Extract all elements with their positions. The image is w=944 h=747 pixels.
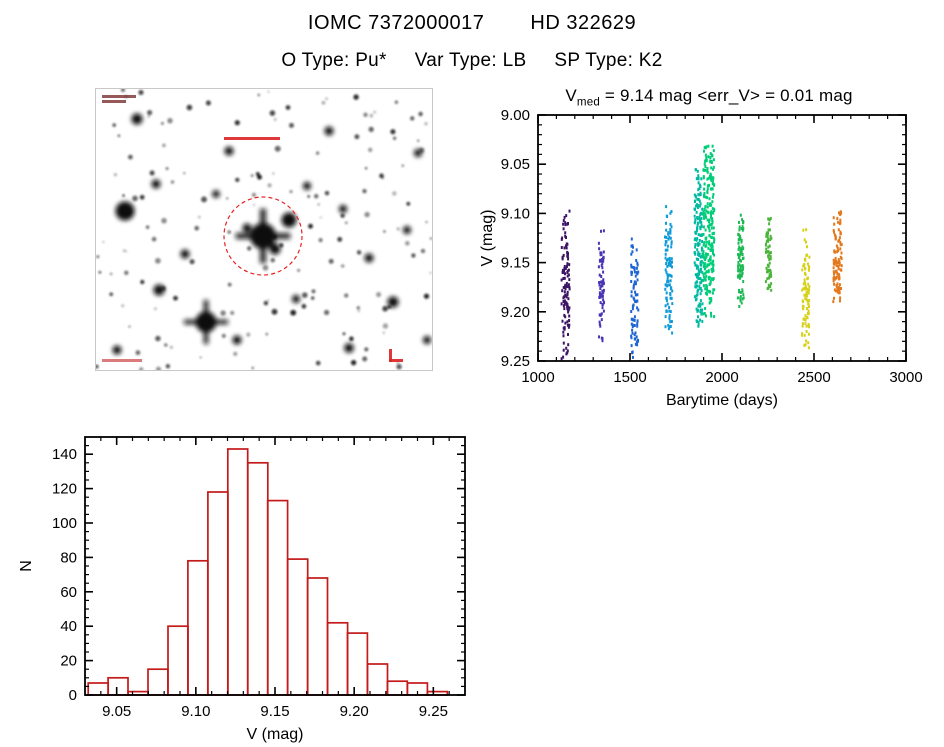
svg-text:9.25: 9.25 bbox=[501, 353, 530, 370]
svg-text:9.20: 9.20 bbox=[340, 703, 369, 720]
svg-text:20: 20 bbox=[60, 653, 77, 670]
svg-text:1500: 1500 bbox=[613, 369, 646, 386]
svg-text:60: 60 bbox=[60, 584, 77, 601]
lightcurve-title-sub: med bbox=[576, 96, 600, 109]
subtitle-otype: O Type: Pu* bbox=[281, 50, 387, 71]
svg-text:9.20: 9.20 bbox=[501, 304, 530, 321]
svg-text:0: 0 bbox=[69, 687, 77, 704]
lightcurve-title: Vmed = 9.14 mag <err_V> = 0.01 mag bbox=[478, 86, 940, 108]
page-subtitle: O Type: Pu* Var Type: LB SP Type: K2 bbox=[0, 50, 944, 72]
lightcurve-title-v: V bbox=[565, 86, 577, 105]
finder-chart-image bbox=[95, 88, 433, 371]
svg-text:2500: 2500 bbox=[797, 369, 830, 386]
subtitle-vartype: Var Type: LB bbox=[414, 50, 527, 71]
lightcurve-svg: 1000 1500 2000 2500 3000 9.00 9.05 9.10 9.15 9.20… bbox=[479, 107, 923, 409]
histogram-svg: 9.05 9.10 9.15 9.20 9.25 0 20 40 60 80 100 120 140 V … bbox=[18, 436, 466, 743]
subtitle-sptype: SP Type: K2 bbox=[554, 50, 663, 71]
scatter-points bbox=[560, 144, 843, 361]
svg-text:100: 100 bbox=[52, 515, 77, 532]
bright-stars bbox=[112, 113, 431, 355]
svg-text:2000: 2000 bbox=[705, 369, 738, 386]
svg-text:V (mag): V (mag) bbox=[247, 726, 304, 743]
svg-text:9.15: 9.15 bbox=[501, 255, 530, 272]
svg-text:140: 140 bbox=[52, 446, 77, 463]
svg-text:9.10: 9.10 bbox=[181, 703, 210, 720]
svg-text:N: N bbox=[18, 560, 35, 572]
svg-text:9.10: 9.10 bbox=[501, 205, 530, 222]
svg-text:3000: 3000 bbox=[889, 369, 922, 386]
svg-text:9.05: 9.05 bbox=[102, 703, 131, 720]
svg-text:80: 80 bbox=[60, 549, 77, 566]
page-title: IOMC 7372000017 HD 322629 bbox=[0, 12, 944, 35]
svg-text:40: 40 bbox=[60, 618, 77, 635]
svg-text:9.00: 9.00 bbox=[501, 107, 530, 124]
lightcurve-axes: 1000 1500 2000 2500 3000 9.00 9.05 9.10 9.15 9.20… bbox=[479, 107, 923, 409]
svg-text:9.15: 9.15 bbox=[260, 703, 289, 720]
histogram-axes: 9.05 9.10 9.15 9.20 9.25 0 20 40 60 80 100 120 140 V … bbox=[18, 436, 466, 743]
title-star-name: HD 322629 bbox=[530, 12, 637, 34]
finder-annotation-marks bbox=[102, 95, 403, 362]
histogram-bars bbox=[87, 448, 449, 696]
target-marker-circle bbox=[223, 196, 303, 276]
svg-text:9.05: 9.05 bbox=[501, 156, 530, 173]
title-iomc-id: IOMC 7372000017 bbox=[307, 12, 485, 34]
svg-text:120: 120 bbox=[52, 481, 77, 498]
svg-text:V (mag): V (mag) bbox=[479, 210, 496, 267]
svg-text:Barytime (days): Barytime (days) bbox=[666, 392, 778, 409]
svg-text:1000: 1000 bbox=[521, 369, 554, 386]
svg-text:9.25: 9.25 bbox=[419, 703, 448, 720]
lightcurve-title-rest: = 9.14 mag <err_V> = 0.01 mag bbox=[599, 86, 853, 105]
background-stars bbox=[96, 89, 432, 370]
